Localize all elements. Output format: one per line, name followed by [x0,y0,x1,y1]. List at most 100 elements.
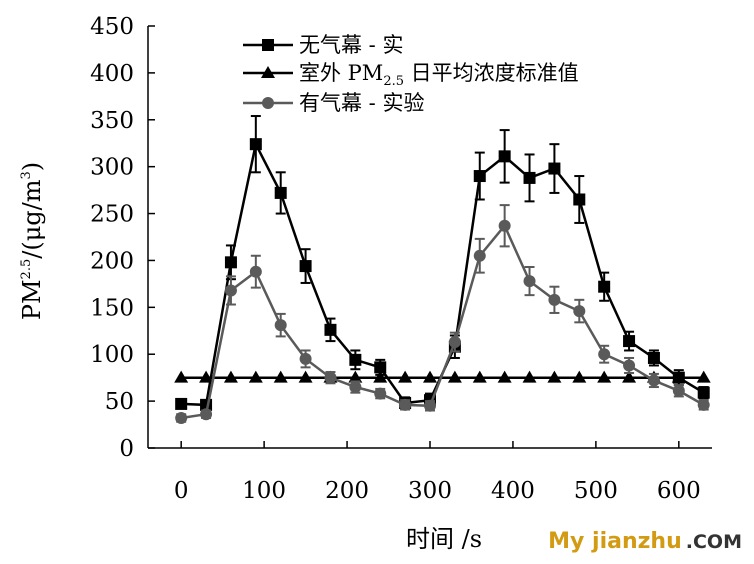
legend-label: 室外 PM2.5 日平均浓度标准值 [299,61,579,89]
data-point [448,336,461,349]
x-tick-label: 400 [491,478,535,504]
watermark: My jianzhu .COM [548,529,742,554]
data-point [523,275,536,288]
x-tick-label: 600 [657,478,701,504]
data-point [473,249,486,262]
data-point [299,260,312,273]
data-point [274,186,287,199]
data-point [423,370,437,383]
legend-entry-2: 室外 PM2.5 日平均浓度标准值 [243,61,579,89]
legend-label: 有气幕 - 实验 [299,91,424,115]
legend-marker [262,97,274,109]
legend-marker [261,66,275,78]
data-point [598,348,611,361]
data-point [274,319,287,332]
data-point [597,370,612,383]
x-tick-label: 500 [574,478,618,504]
data-point [697,398,710,411]
data-point [473,170,486,183]
data-point [249,265,262,278]
data-point [175,397,188,410]
data-point [548,162,561,175]
watermark-domain: .COM [685,531,742,553]
data-point [199,370,214,383]
y-tick-label: 350 [90,108,134,134]
data-point [697,386,710,399]
data-point [374,387,387,400]
x-tick-label: 300 [408,478,452,504]
data-point [249,138,262,151]
data-point [224,256,237,269]
data-point [324,323,337,336]
data-point [175,411,188,424]
data-point [248,370,263,383]
y-tick-label: 200 [90,248,134,274]
data-point [547,370,562,383]
data-point [424,399,436,412]
data-point [572,370,587,383]
data-point [647,374,660,387]
x-tick-label: 0 [174,478,189,504]
data-point [298,370,313,383]
data-point [348,370,363,383]
x-tick-label: 200 [325,478,369,504]
data-point [472,370,487,383]
axes [147,25,712,449]
data-point [522,370,537,383]
series-3 [175,204,710,424]
watermark-main: My jianzhu [548,529,682,554]
y-tick-label: 300 [90,155,134,181]
data-point [671,370,686,383]
y-tick-label: 100 [90,342,134,368]
data-point [623,359,636,372]
data-point [573,305,586,318]
data-point [223,370,238,383]
data-point [399,398,412,411]
legend-entry-1: 无气幕 - 实 [243,33,403,57]
legend-label: 无气幕 - 实 [299,33,403,57]
data-point [498,219,511,232]
x-tick-label: 100 [242,478,286,504]
data-point [349,381,362,394]
data-point [224,284,237,297]
y-tick-label: 150 [90,295,134,321]
x-axis-title: 时间 /s [406,525,482,553]
data-point [672,384,685,397]
data-point [498,150,511,163]
data-point [647,351,660,364]
y-tick-label: 400 [90,61,134,87]
data-point [497,370,512,383]
data-point [623,335,636,348]
series-1 [175,115,710,411]
series-line [181,223,705,420]
y-tick-label: 250 [90,202,134,228]
data-point [324,371,337,384]
data-point [548,293,561,306]
data-point [398,370,413,383]
data-point [374,361,387,374]
data-point [598,280,611,293]
data-point [523,171,536,184]
data-point [200,408,213,421]
series-2 [174,370,711,383]
data-point [447,370,462,383]
data-point [373,370,388,383]
y-axis-title: PM2.5/(μg/m3) [18,162,46,320]
tick-labels: 0 50 100 150 200 250 300 350 400 450 0 100 200 300 400… [90,14,701,504]
data-point [273,370,288,383]
data-point [349,353,362,366]
data-point [174,370,189,383]
data-point [696,370,711,383]
legend-entry-3: 有气幕 - 实验 [243,91,424,115]
y-tick-label: 0 [119,436,134,462]
data-point [299,352,312,365]
axis-titles: 时间 /s PM2.5/(μg/m3) [18,162,482,553]
data-point [622,370,637,383]
legend-marker [262,39,274,51]
y-tick-label: 50 [105,389,134,415]
y-tick-label: 450 [90,14,134,40]
series-layer [174,115,711,424]
data-point [573,193,586,206]
